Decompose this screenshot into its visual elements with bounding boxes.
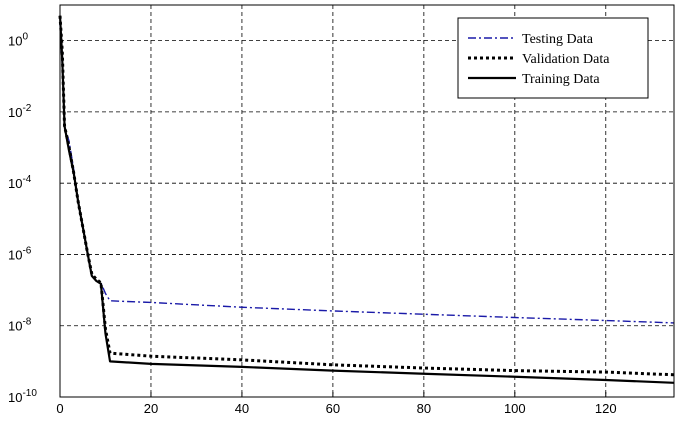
x-axis: 0 20 40 60 80 100 120 [56,392,617,416]
y-tick-label: 100 [8,32,28,49]
x-tick-label: 20 [144,401,158,416]
x-tick-label: 100 [504,401,526,416]
y-axis: 100 10-2 10-4 10-6 10-8 10-10 [8,32,37,405]
legend-label-3: Training Data [522,72,600,87]
x-tick-label: 60 [326,401,340,416]
series-layer [58,15,675,384]
x-tick-label: 80 [417,401,431,416]
series-line-3 [58,15,675,384]
plot-frame [59,4,675,398]
legend-label-2: Validation Data [522,52,610,67]
y-tick-label: 10-10 [8,388,37,405]
y-tick-label: 10-8 [8,317,32,334]
legend-box [457,17,649,99]
y-tick-label: 10-6 [8,245,32,262]
y-tick-label: 10-2 [8,103,32,120]
x-tick-label: 40 [235,401,249,416]
series-line-2 [58,15,675,377]
x-tick-label: 120 [595,401,617,416]
y-tick-label: 10-4 [8,174,32,191]
legend: Testing Data Validation Data Training Data [457,17,649,99]
x-tick-label: 0 [56,401,63,416]
legend-label-1: Testing Data [522,32,594,47]
series-line-1 [59,23,675,324]
